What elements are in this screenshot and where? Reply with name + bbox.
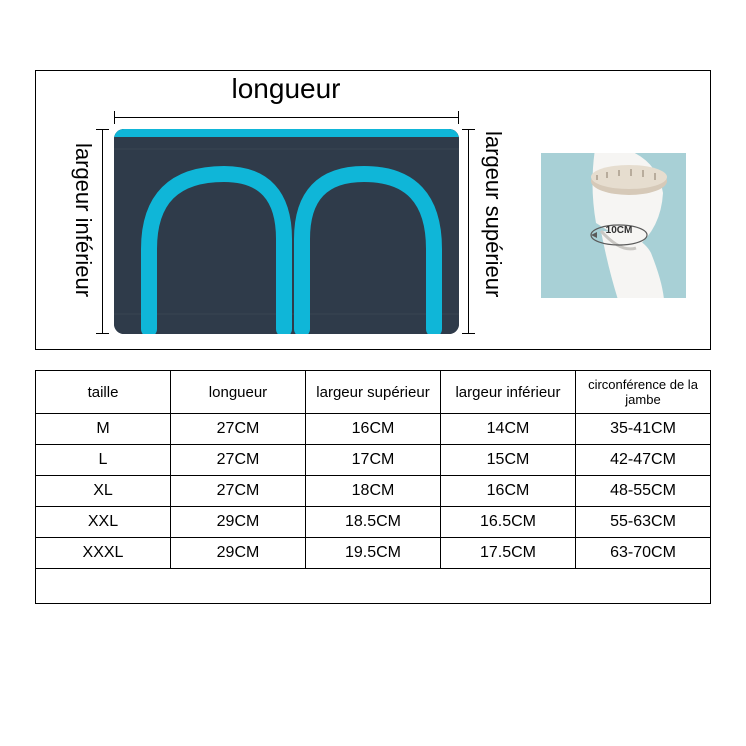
upper-width-measure-bar xyxy=(468,129,469,334)
table-cell: XL xyxy=(36,476,171,507)
table-cell: XXXL xyxy=(36,538,171,569)
table-cell: 27CM xyxy=(171,445,306,476)
table-row-empty xyxy=(36,569,711,604)
col-taille: taille xyxy=(36,371,171,414)
table-cell: 14CM xyxy=(441,414,576,445)
table-header-row: taille longueur largeur supérieur largeu… xyxy=(36,371,711,414)
table-cell: XXL xyxy=(36,507,171,538)
table-cell: 27CM xyxy=(171,476,306,507)
lower-width-label: largeur inférieur xyxy=(70,143,96,297)
table-cell: 29CM xyxy=(171,507,306,538)
table-row: XXL29CM18.5CM16.5CM55-63CM xyxy=(36,507,711,538)
table-cell: 18.5CM xyxy=(306,507,441,538)
sleeve-illustration xyxy=(114,129,459,334)
table-cell: 19.5CM xyxy=(306,538,441,569)
table-cell: 29CM xyxy=(171,538,306,569)
table-cell: 42-47CM xyxy=(576,445,711,476)
table-cell: 63-70CM xyxy=(576,538,711,569)
diagram-panel: longueur largeur inférieur largeur supér… xyxy=(35,70,711,350)
col-longueur: longueur xyxy=(171,371,306,414)
table-cell: L xyxy=(36,445,171,476)
table-cell: M xyxy=(36,414,171,445)
lower-width-measure-bar xyxy=(102,129,103,334)
table-cell: 35-41CM xyxy=(576,414,711,445)
table-cell: 27CM xyxy=(171,414,306,445)
thumb-measure-text: 10CM xyxy=(606,225,633,236)
size-table: taille longueur largeur supérieur largeu… xyxy=(35,370,711,604)
table-cell: 48-55CM xyxy=(576,476,711,507)
table-row: M27CM16CM14CM35-41CM xyxy=(36,414,711,445)
table-cell: 18CM xyxy=(306,476,441,507)
table-cell: 16CM xyxy=(441,476,576,507)
length-measure-bar xyxy=(114,117,459,118)
table-cell: 16.5CM xyxy=(441,507,576,538)
table-row: XL27CM18CM16CM48-55CM xyxy=(36,476,711,507)
table-cell: 55-63CM xyxy=(576,507,711,538)
col-upper: largeur supérieur xyxy=(306,371,441,414)
table-cell: 17.5CM xyxy=(441,538,576,569)
col-circ: circonférence de la jambe xyxy=(576,371,711,414)
table-cell xyxy=(36,569,711,604)
length-label: longueur xyxy=(166,73,406,105)
upper-width-label: largeur supérieur xyxy=(480,131,506,297)
table-cell: 17CM xyxy=(306,445,441,476)
col-lower: largeur inférieur xyxy=(441,371,576,414)
table-row: XXXL29CM19.5CM17.5CM63-70CM xyxy=(36,538,711,569)
table-cell: 15CM xyxy=(441,445,576,476)
table-cell: 16CM xyxy=(306,414,441,445)
leg-measure-illustration: 10CM xyxy=(541,153,686,298)
table-row: L27CM17CM15CM42-47CM xyxy=(36,445,711,476)
